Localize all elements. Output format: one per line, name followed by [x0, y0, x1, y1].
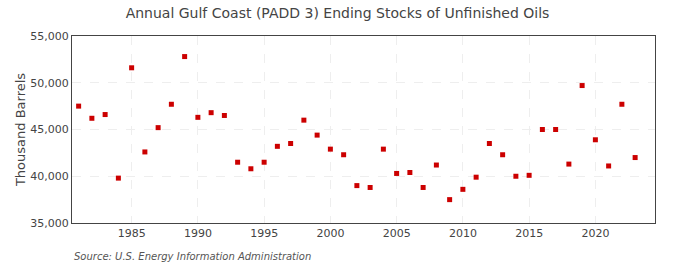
svg-text:Source: U.S. Energy Informatio: Source: U.S. Energy Information Administ…	[74, 251, 311, 262]
svg-text:Thousand Barrels: Thousand Barrels	[13, 73, 28, 187]
svg-text:2000: 2000	[316, 227, 344, 240]
svg-text:55,000: 55,000	[30, 30, 69, 43]
svg-text:2020: 2020	[581, 227, 609, 240]
svg-text:1985: 1985	[118, 227, 146, 240]
svg-text:1995: 1995	[250, 227, 278, 240]
svg-text:2010: 2010	[449, 227, 477, 240]
svg-text:1990: 1990	[184, 227, 212, 240]
svg-text:Annual Gulf Coast (PADD 3) End: Annual Gulf Coast (PADD 3) Ending Stocks…	[126, 5, 550, 21]
svg-text:45,000: 45,000	[30, 123, 69, 136]
svg-text:2015: 2015	[515, 227, 543, 240]
svg-text:35,000: 35,000	[30, 217, 69, 230]
svg-text:2005: 2005	[383, 227, 411, 240]
svg-text:50,000: 50,000	[30, 77, 69, 90]
svg-text:40,000: 40,000	[30, 170, 69, 183]
